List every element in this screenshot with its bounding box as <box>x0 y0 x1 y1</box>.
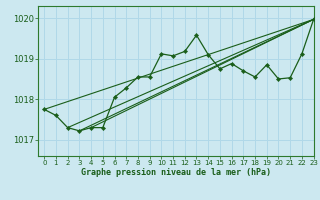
X-axis label: Graphe pression niveau de la mer (hPa): Graphe pression niveau de la mer (hPa) <box>81 168 271 177</box>
